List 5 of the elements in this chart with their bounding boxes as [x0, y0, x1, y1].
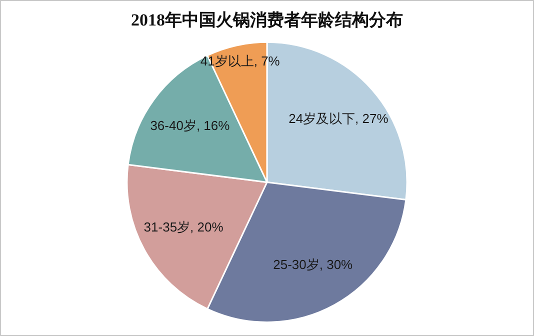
slice-label: 25-30岁, 30%	[273, 257, 354, 272]
slice-label: 24岁及以下, 27%	[288, 110, 389, 126]
slice-label: 36-40岁, 16%	[150, 118, 230, 133]
chart-title: 2018年中国火锅消费者年龄结构分布	[131, 10, 403, 30]
slice-label: 31-35岁, 20%	[144, 220, 224, 235]
